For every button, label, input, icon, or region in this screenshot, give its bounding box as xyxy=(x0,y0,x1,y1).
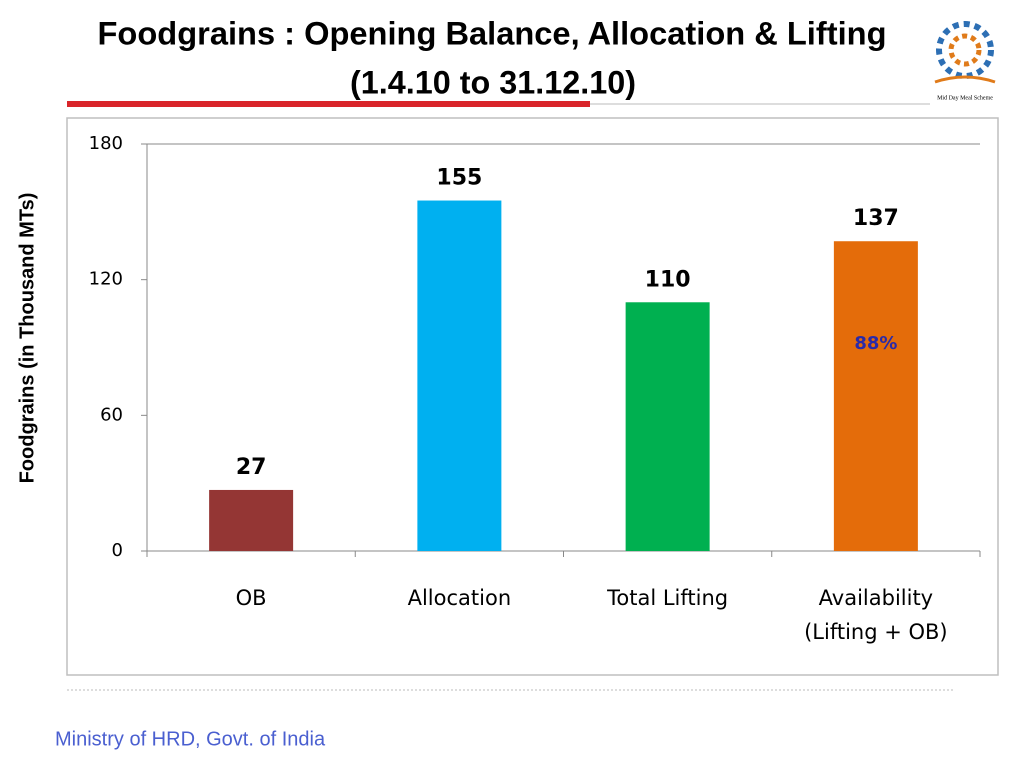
bar xyxy=(417,200,502,551)
y-tick-label: 0 xyxy=(112,540,123,561)
logo xyxy=(934,21,996,84)
annotation: 88% xyxy=(854,333,897,354)
footer: Ministry of HRD, Govt. of India xyxy=(55,728,326,750)
bar xyxy=(625,302,710,551)
y-tick-label: 180 xyxy=(89,133,123,154)
chart-subtitle: (1.4.10 to 31.12.10) xyxy=(350,64,636,100)
x-tick-label: Allocation xyxy=(407,586,512,610)
y-tick-label: 120 xyxy=(89,269,123,290)
bar xyxy=(209,489,294,551)
value-label: 155 xyxy=(436,166,482,191)
value-label: 137 xyxy=(853,206,899,231)
chart-title: Foodgrains : Opening Balance, Allocation… xyxy=(98,15,887,51)
y-tick-label: 60 xyxy=(100,404,123,425)
value-label: 27 xyxy=(236,455,267,480)
bar xyxy=(833,241,918,551)
value-label: 110 xyxy=(645,267,691,292)
x-tick-label: OB xyxy=(235,586,267,610)
x-tick-label: Total Lifting xyxy=(607,586,729,610)
y-axis-label: Foodgrains (in Thousand MTs) xyxy=(16,193,38,484)
x-tick-label: Availability (Lifting + OB) xyxy=(804,586,948,644)
title-rule xyxy=(67,101,590,107)
logo-caption: Mid Day Meal Scheme xyxy=(937,95,993,101)
